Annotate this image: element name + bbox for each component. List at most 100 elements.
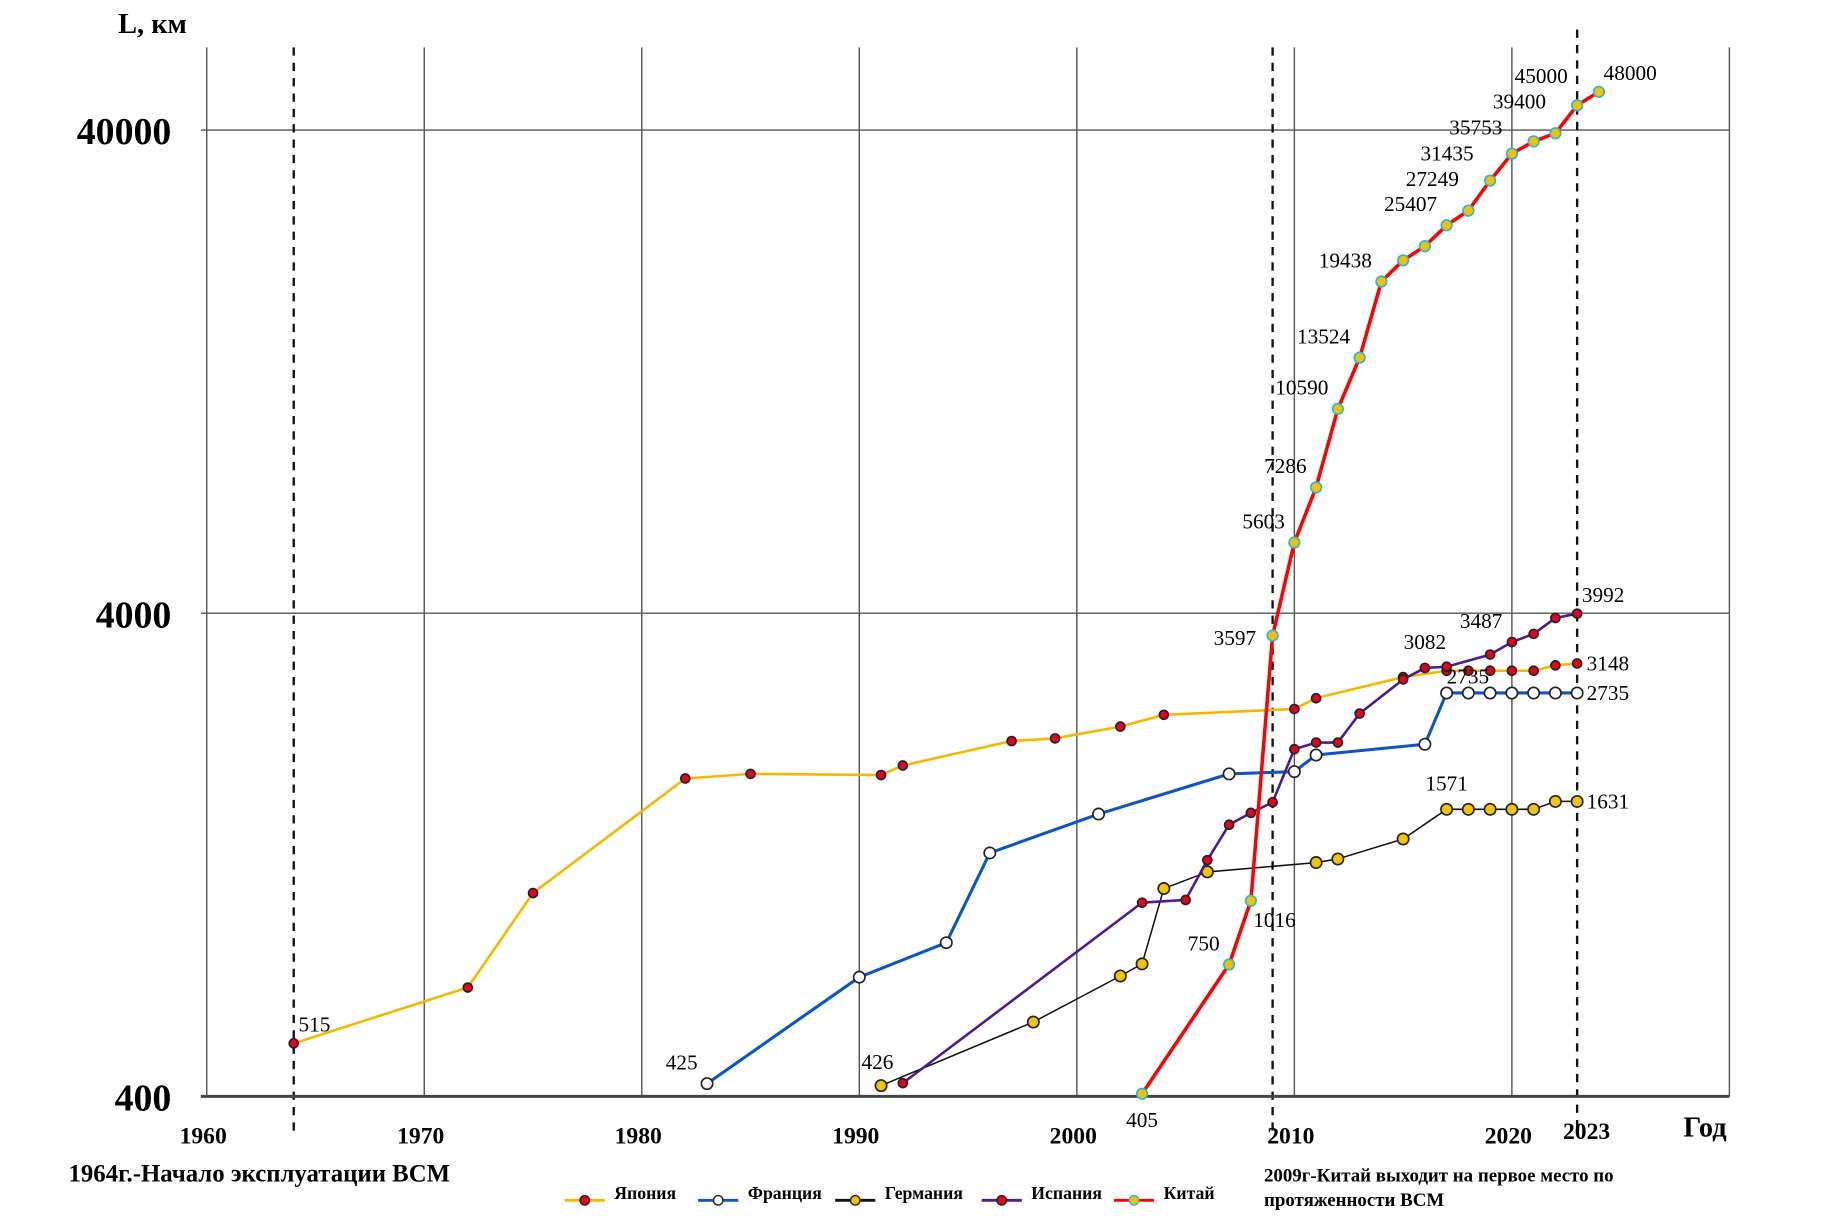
- x-tick-label: 2000: [1050, 1124, 1097, 1150]
- data-label-spain: 426: [861, 1050, 893, 1074]
- legend-label: Япония: [614, 1183, 676, 1203]
- data-point-spain: [897, 1077, 909, 1089]
- data-point-japan: [1158, 709, 1170, 721]
- data-point-france: [1483, 686, 1497, 700]
- x-tick-label: 1980: [615, 1124, 662, 1150]
- data-label-china: 27249: [1406, 167, 1459, 191]
- data-point-japan: [1550, 660, 1561, 671]
- data-label-china: 48000: [1604, 61, 1657, 85]
- data-label-germany: 1631: [1587, 790, 1630, 814]
- legend-swatch-marker: [579, 1194, 591, 1206]
- data-point-china: [1222, 958, 1236, 971]
- data-point-spain: [1202, 854, 1213, 866]
- data-point-japan: [1528, 665, 1539, 677]
- data-point-japan: [1115, 721, 1126, 732]
- reference-lines: 2023: [292, 29, 1610, 1145]
- data-point-spain: [1528, 628, 1539, 640]
- data-point-spain: [1223, 819, 1235, 831]
- data-point-china: [1266, 629, 1279, 642]
- x-tick-label: 2010: [1267, 1124, 1314, 1150]
- data-point-china: [1570, 99, 1584, 112]
- data-label-china: 25407: [1384, 192, 1438, 216]
- data-point-germany: [1026, 1015, 1040, 1029]
- series-france: [700, 686, 1584, 1091]
- data-point-france: [1092, 807, 1106, 821]
- grid: [200, 47, 1731, 1098]
- data-point-japan: [745, 768, 756, 780]
- data-label-china: 13524: [1297, 324, 1351, 348]
- data-point-france: [1505, 686, 1519, 700]
- data-point-spain: [1571, 608, 1583, 619]
- data-point-japan: [1463, 665, 1474, 677]
- data-label-france: 425: [666, 1050, 698, 1074]
- data-point-china: [1375, 275, 1388, 288]
- legend-swatch-marker: [712, 1194, 724, 1206]
- data-label-china: 3597: [1214, 626, 1257, 650]
- data-point-china: [1527, 135, 1540, 148]
- data-label-china: 750: [1188, 931, 1220, 955]
- data-point-spain: [1136, 897, 1148, 908]
- data-point-france: [1309, 748, 1323, 762]
- data-point-china: [1418, 240, 1432, 253]
- data-label-china: 405: [1126, 1108, 1158, 1132]
- series-line-germany: [880, 800, 1578, 1087]
- data-point-france: [1440, 686, 1454, 700]
- data-label-spain: 3487: [1460, 609, 1503, 633]
- data-point-france: [939, 936, 953, 950]
- axes: 400 4000 40000 1960 1970 1980 1990 2000 2010 2020: [77, 111, 1730, 1150]
- data-point-china: [1331, 402, 1345, 416]
- data-point-spain: [1397, 674, 1409, 685]
- annotation-1964: 1964г.-Начало эксплуатации ВСМ: [69, 1160, 451, 1187]
- data-label-japan: 515: [298, 1013, 330, 1037]
- data-label-france: 2735: [1587, 681, 1630, 705]
- data-point-germany: [1570, 794, 1584, 808]
- data-point-germany: [1527, 802, 1541, 816]
- data-point-france: [1548, 686, 1562, 700]
- series-line-france: [706, 691, 1578, 1085]
- data-point-france: [1287, 765, 1301, 779]
- data-point-china: [1288, 536, 1301, 549]
- data-label-france: 2735: [1447, 665, 1490, 689]
- data-point-china: [1309, 481, 1323, 494]
- data-label-spain: 3992: [1582, 583, 1625, 607]
- data-point-spain: [1419, 662, 1431, 674]
- data-point-france: [700, 1077, 714, 1091]
- data-point-spain: [1354, 708, 1365, 719]
- data-point-germany: [1440, 802, 1454, 816]
- data-point-spain: [1484, 649, 1496, 660]
- data-label-japan: 3148: [1587, 652, 1630, 676]
- data-point-spain: [1245, 807, 1257, 819]
- legend-label: Германия: [885, 1183, 964, 1203]
- legend-item-china: Китай: [1113, 1183, 1215, 1206]
- y-tick-label: 40000: [77, 111, 172, 153]
- legend-label: Испания: [1031, 1183, 1102, 1203]
- data-point-china: [1549, 127, 1562, 140]
- data-label-china: 1016: [1253, 908, 1296, 932]
- series-line-japan: [293, 662, 1578, 1045]
- legend-item-france: Франция: [698, 1183, 822, 1206]
- series-germany: [874, 794, 1584, 1093]
- data-point-japan: [527, 887, 539, 899]
- series-layer: [288, 85, 1606, 1100]
- legend-swatch-marker: [996, 1194, 1008, 1206]
- legend-swatch-marker: [1128, 1194, 1140, 1206]
- series-japan: [288, 658, 1583, 1049]
- legend-label: Китай: [1164, 1183, 1215, 1203]
- data-point-china: [1396, 254, 1410, 267]
- data-point-germany: [1113, 969, 1127, 983]
- data-label-china: 10590: [1275, 376, 1328, 400]
- data-label-china: 35753: [1449, 116, 1502, 140]
- x-tick-label-2023: 2023: [1563, 1119, 1610, 1145]
- data-point-germany: [1135, 957, 1149, 971]
- data-point-germany: [1157, 882, 1171, 896]
- data-label-china: 19438: [1319, 248, 1372, 272]
- data-point-japan: [1484, 665, 1496, 677]
- data-point-germany: [1331, 852, 1345, 866]
- x-tick-label: 1960: [180, 1124, 227, 1150]
- data-point-germany: [1505, 802, 1519, 816]
- x-tick-label: 1970: [397, 1124, 444, 1150]
- data-point-japan: [679, 773, 691, 784]
- data-point-germany: [1309, 856, 1323, 870]
- data-label-china: 45000: [1515, 64, 1568, 88]
